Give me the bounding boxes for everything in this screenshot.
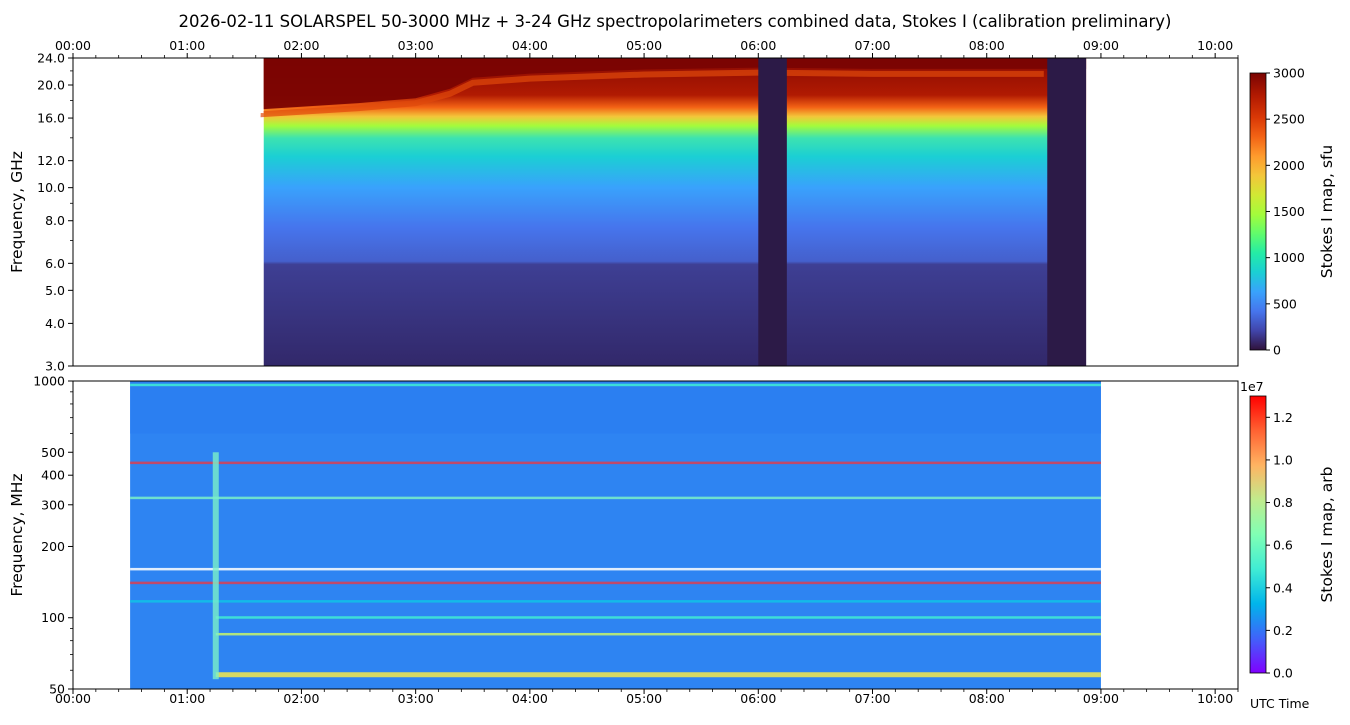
upper-colorbar-gradient-bar — [1249, 72, 1267, 351]
y-tick-label: 4.0 — [45, 316, 65, 331]
lower-colorbar: 0.0 0.2 0.4 0.6 0.8 1.0 1.2 1e7 Stokes I map, ar… — [1240, 379, 1336, 681]
lower-emission-line-117 — [130, 600, 1101, 603]
saturation-edge-band — [260, 69, 1044, 118]
lower-y-axis-label: Frequency, MHz — [8, 473, 26, 596]
upper-plot-frame — [72, 57, 1239, 367]
y-tick-label: 6.0 — [45, 256, 65, 271]
data-gap-1 — [1047, 58, 1087, 366]
x-tick-label: 02:00 — [283, 691, 319, 706]
x-tick-label: 08:00 — [969, 691, 1005, 706]
lower-emission-line-960 — [130, 383, 1101, 387]
upper-spectrum-fill — [263, 58, 1087, 366]
y-tick-label: 50 — [49, 682, 65, 697]
upper-colorbar-tick-label: 1000 — [1273, 250, 1305, 265]
saturated-region — [263, 58, 1087, 110]
x-tick-label: 06:00 — [740, 38, 776, 53]
upper-colorbar-label: Stokes I map, sfu — [1318, 145, 1336, 279]
y-tick-label: 8.0 — [45, 213, 65, 228]
y-tick-label: 16.0 — [37, 111, 65, 126]
lower-emission-line-320 — [130, 496, 1101, 500]
x-tick-label: 05:00 — [626, 691, 662, 706]
upper-colorbar-tick-label: 3000 — [1273, 66, 1305, 81]
upper-colorbar: 0 500 1000 1500 2000 2500 3000 Stokes I map, sf… — [1249, 66, 1336, 358]
lower-colorbar-tick-label: 0.2 — [1273, 623, 1293, 638]
y-tick-label: 200 — [41, 539, 65, 554]
lower-emission-line-140 — [130, 581, 1101, 585]
lower-emission-line-85 — [215, 632, 1101, 636]
y-tick-label: 24.0 — [37, 51, 65, 66]
x-tick-label: 01:00 — [169, 38, 205, 53]
y-tick-label: 400 — [41, 468, 65, 483]
lower-colorbar-tick-label: 1.0 — [1273, 452, 1293, 467]
upper-y-axis-ticks: 3.0 4.0 5.0 6.0 8.0 10.0 12.0 16.0 20.0 24.0 — [37, 51, 73, 374]
lower-spectrogram-panel: 00:00 01:00 02:00 03:00 04:00 05:00 06:00 07:00… — [8, 374, 1336, 712]
lower-colorbar-tick-label: 1.2 — [1273, 410, 1293, 425]
lower-colorbar-label: Stokes I map, arb — [1318, 467, 1336, 603]
lower-colorbar-offset-label: 1e7 — [1240, 379, 1264, 394]
upper-spectrogram-panel: 00:00 01:00 02:00 03:00 04:00 05:00 06:00 07:00… — [8, 38, 1336, 374]
upper-y-axis-label: Frequency, GHz — [8, 151, 26, 273]
x-tick-label: 03:00 — [398, 38, 434, 53]
lower-colorbar-tick-label: 0.4 — [1273, 580, 1293, 595]
lower-colorbar-gradient-bar — [1249, 395, 1267, 674]
upper-colorbar-tick-label: 0 — [1273, 343, 1281, 358]
y-tick-label: 5.0 — [45, 283, 65, 298]
lower-x-axis-ticks: 00:00 01:00 02:00 03:00 04:00 05:00 06:00 07:00… — [55, 689, 1239, 706]
x-tick-label: 10:00 — [1197, 38, 1233, 53]
y-tick-label: 3.0 — [45, 359, 65, 374]
lower-plot-frame — [72, 380, 1239, 690]
y-tick-label: 20.0 — [37, 78, 65, 93]
data-gap-0 — [758, 58, 787, 366]
x-tick-label: 01:00 — [169, 691, 205, 706]
lower-emission-line-100 — [215, 616, 1101, 619]
x-tick-label: 03:00 — [398, 691, 434, 706]
lower-emission-line-450 — [130, 461, 1101, 465]
x-tick-label: 09:00 — [1083, 691, 1119, 706]
x-tick-label: 05:00 — [626, 38, 662, 53]
lower-colorbar-tick-label: 0.0 — [1273, 666, 1293, 681]
upper-spectrogram-image — [260, 58, 1087, 366]
x-tick-label: 02:00 — [283, 38, 319, 53]
y-tick-label: 1000 — [33, 374, 65, 389]
x-tick-label: 06:00 — [740, 691, 776, 706]
upper-colorbar-tick-label: 2000 — [1273, 158, 1305, 173]
x-tick-label: 10:00 — [1197, 691, 1233, 706]
x-tick-label: 00:00 — [55, 38, 91, 53]
y-tick-label: 12.0 — [37, 153, 65, 168]
upper-colorbar-tick-label: 500 — [1273, 296, 1297, 311]
x-tick-label: 09:00 — [1083, 38, 1119, 53]
y-tick-label: 10.0 — [37, 180, 65, 195]
lower-burst-streak — [212, 452, 219, 680]
lower-emission-line-160 — [130, 567, 1101, 571]
y-tick-label: 300 — [41, 497, 65, 512]
upper-colorbar-tick-label: 1500 — [1273, 204, 1305, 219]
x-tick-label: 00:00 — [55, 691, 91, 706]
lower-y-axis-ticks: 50 100 200 300 400 500 1000 — [33, 374, 73, 697]
figure-title: 2026-02-11 SOLARSPEL 50-3000 MHz + 3-24 … — [178, 12, 1171, 31]
lower-high-band — [130, 381, 1101, 434]
lower-x-axis-label: UTC Time — [1250, 696, 1310, 711]
x-tick-label: 08:00 — [969, 38, 1005, 53]
upper-colorbar-tick-label: 2500 — [1273, 112, 1305, 127]
y-tick-label: 100 — [41, 610, 65, 625]
x-tick-label: 04:00 — [512, 38, 548, 53]
x-tick-label: 04:00 — [512, 691, 548, 706]
lower-emission-line-58 — [215, 672, 1101, 678]
x-tick-label: 07:00 — [854, 38, 890, 53]
y-tick-label: 500 — [41, 445, 65, 460]
x-tick-label: 07:00 — [854, 691, 890, 706]
lower-colorbar-tick-label: 0.6 — [1273, 538, 1293, 553]
lower-spectrogram-image — [130, 381, 1101, 689]
lower-colorbar-tick-label: 0.8 — [1273, 495, 1293, 510]
upper-x-axis-ticks: 00:00 01:00 02:00 03:00 04:00 05:00 06:00 07:00… — [55, 38, 1239, 58]
